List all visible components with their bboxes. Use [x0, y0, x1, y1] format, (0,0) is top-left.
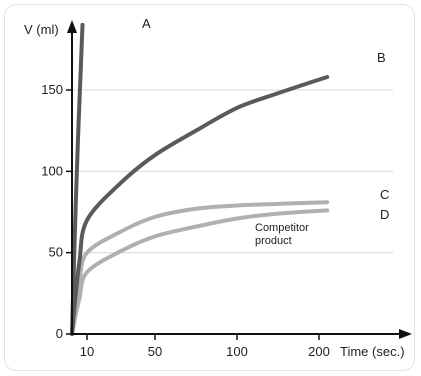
y-tick-label-150: 150: [41, 82, 63, 97]
annotation-line-2: product: [255, 235, 292, 247]
grid-lines: [72, 89, 393, 254]
competitor-product-annotation: Competitor product: [255, 222, 309, 247]
x-axis-arrowhead: [399, 329, 412, 339]
series-label-c: C: [380, 187, 389, 202]
ticks: 0 50 100 150 10 50 100 200: [41, 82, 330, 359]
x-tick-label-50: 50: [148, 344, 162, 359]
x-tick-label-10: 10: [80, 344, 94, 359]
y-tick-label-100: 100: [41, 163, 63, 178]
y-tick-label-50: 50: [49, 245, 63, 260]
y-axis-title: V (ml): [24, 22, 59, 37]
series-line-b: [70, 74, 330, 336]
axes: [67, 20, 412, 339]
annotation-line-1: Competitor: [255, 222, 309, 234]
y-axis-arrowhead: [67, 20, 77, 33]
x-axis-title: Time (sec.): [340, 344, 405, 359]
series-label-b: B: [377, 50, 386, 65]
series-line-d: [70, 208, 330, 336]
series-label-a: A: [142, 16, 151, 31]
x-tick-label-200: 200: [308, 344, 330, 359]
x-tick-label-100: 100: [226, 344, 248, 359]
series-label-d: D: [380, 207, 389, 222]
y-tick-label-0: 0: [56, 326, 63, 341]
series-lines: [70, 22, 330, 336]
series-labels: A B CD: [142, 16, 389, 222]
series-line-a: [70, 22, 85, 336]
